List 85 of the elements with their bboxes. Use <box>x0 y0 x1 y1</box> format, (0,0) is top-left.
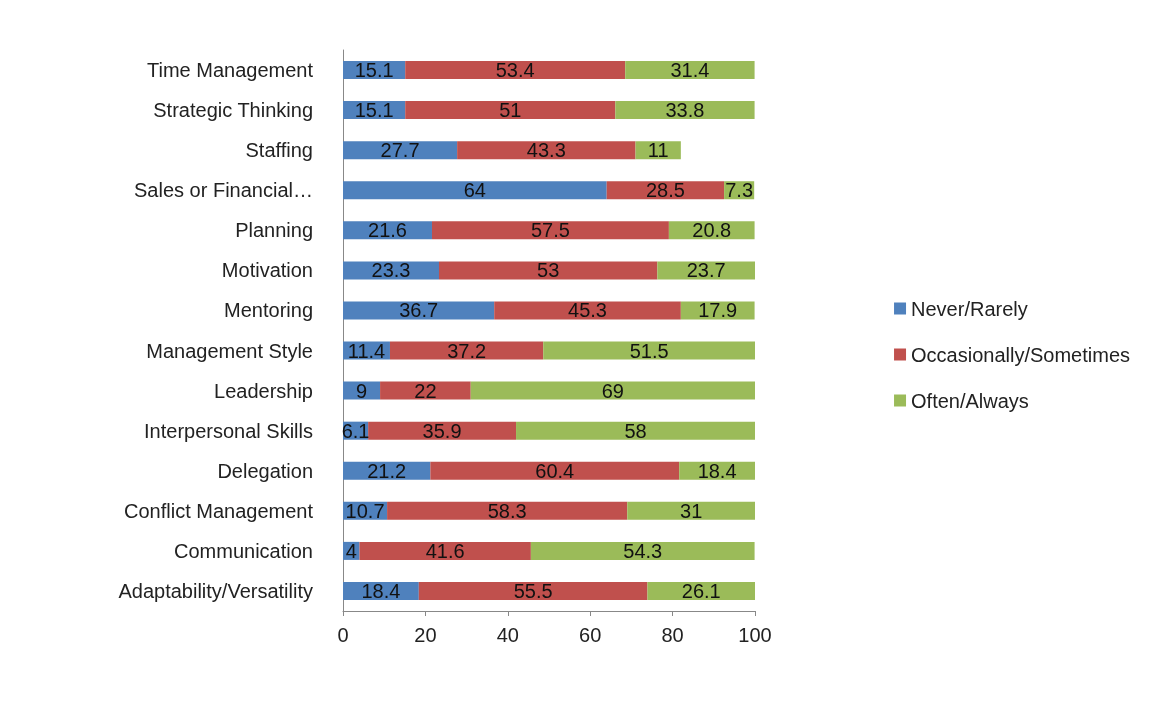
y-tick-label: Delegation <box>217 459 313 482</box>
data-label: 45.3 <box>568 299 607 322</box>
y-tick-label: Mentoring <box>224 299 313 322</box>
data-label: 41.6 <box>425 539 465 562</box>
data-label: 54.3 <box>623 539 663 562</box>
y-tick-label: Strategic Thinking <box>153 99 313 122</box>
data-label: 23.3 <box>371 259 411 282</box>
bar <box>343 181 607 200</box>
data-label: 69 <box>601 379 624 402</box>
bar <box>380 381 471 400</box>
data-label: 53 <box>537 259 560 282</box>
bar <box>494 301 681 320</box>
data-label: 27.7 <box>380 139 420 162</box>
y-tick-label: Communication <box>174 539 313 562</box>
data-label: 51 <box>499 99 522 122</box>
data-label: 36.7 <box>399 299 439 322</box>
data-label: 43.3 <box>526 139 566 162</box>
bar <box>431 221 669 240</box>
data-label: 4 <box>345 539 357 562</box>
bar <box>530 541 755 560</box>
data-label: 57.5 <box>530 219 570 242</box>
data-label: 21.2 <box>367 459 407 482</box>
data-label: 22 <box>414 379 437 402</box>
x-tick-label: 100 <box>738 624 772 646</box>
data-label: 35.9 <box>422 419 462 442</box>
y-tick-label: Motivation <box>221 259 313 282</box>
y-tick-label: Sales or Financial… <box>134 179 313 202</box>
bar <box>418 581 648 600</box>
x-tick-label: 60 <box>579 624 602 646</box>
data-label: 17.9 <box>698 299 738 322</box>
data-label: 58.3 <box>487 499 527 522</box>
y-tick-label: Adaptability/Versatility <box>118 579 313 602</box>
y-tick-label: Planning <box>235 219 313 242</box>
y-tick-label: Conflict Management <box>124 499 314 522</box>
y-tick-label: Interpersonal Skills <box>144 419 313 442</box>
bar <box>343 301 495 320</box>
bar <box>625 61 755 80</box>
data-label: 20.8 <box>692 219 732 242</box>
bar <box>405 101 616 120</box>
bar <box>470 381 755 400</box>
data-label: 58 <box>624 419 647 442</box>
data-label: 64 <box>463 179 486 202</box>
data-label: 15.1 <box>354 99 394 122</box>
bar <box>457 141 636 160</box>
bar <box>389 341 544 360</box>
data-label: 21.6 <box>368 219 407 242</box>
bar <box>516 421 755 440</box>
bar <box>430 461 680 480</box>
data-label: 9 <box>355 379 368 402</box>
legend-label: Occasionally/Sometimes <box>911 343 1130 366</box>
data-label: 11.4 <box>347 339 386 362</box>
legend-label: Often/Always <box>911 389 1029 412</box>
data-label: 18.4 <box>697 459 737 482</box>
bar <box>343 141 458 160</box>
data-label: 31.4 <box>670 59 710 82</box>
x-tick-label: 80 <box>661 624 684 646</box>
data-label: 60.4 <box>535 459 575 482</box>
data-label: 33.8 <box>665 99 705 122</box>
data-label: 51.5 <box>629 339 669 362</box>
data-label: 53.4 <box>495 59 535 82</box>
data-label: 11 <box>647 139 669 162</box>
legend-label: Never/Rarely <box>911 297 1028 320</box>
bar <box>359 541 531 560</box>
data-label: 18.4 <box>361 579 401 602</box>
data-label: 23.7 <box>686 259 726 282</box>
y-tick-label: Time Management <box>147 59 314 82</box>
bar <box>543 341 755 360</box>
x-tick-label: 0 <box>337 624 349 646</box>
data-label: 26.1 <box>681 579 721 602</box>
data-label: 28.5 <box>645 179 685 202</box>
data-label: 37.2 <box>447 339 487 362</box>
data-label: 55.5 <box>513 579 553 602</box>
bar <box>439 261 658 280</box>
bar <box>405 61 626 80</box>
bar <box>627 501 755 520</box>
data-label: 10.7 <box>345 499 385 522</box>
x-tick-label: 40 <box>496 624 519 646</box>
bar <box>387 501 628 520</box>
data-label: 31 <box>680 499 703 522</box>
x-tick-label: 20 <box>414 624 437 646</box>
y-tick-label: Management Style <box>146 339 313 362</box>
data-label: 7.3 <box>725 179 754 202</box>
data-label: 15.1 <box>354 59 394 82</box>
y-tick-label: Leadership <box>214 379 313 402</box>
y-tick-label: Staffing <box>245 139 313 162</box>
